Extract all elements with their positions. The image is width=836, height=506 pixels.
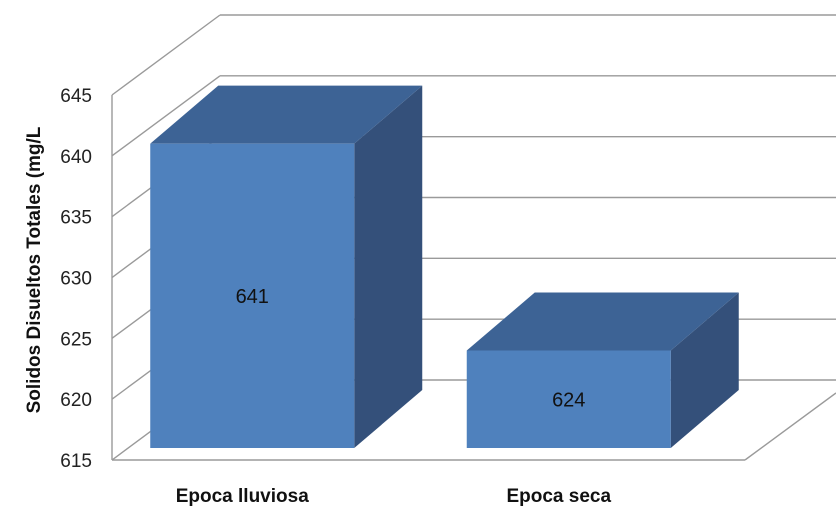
- y-tick-label: 645: [60, 86, 92, 107]
- bar-top-face: [466, 292, 739, 351]
- y-tick-label: 625: [60, 329, 92, 350]
- bar-top-face: [150, 85, 423, 144]
- y-tick-label: 635: [60, 208, 92, 229]
- y-tick-label: 630: [60, 269, 92, 290]
- y-tick-labels: 615 620 625 630 635 640 645: [60, 86, 92, 472]
- y-tick-label: 615: [60, 451, 92, 472]
- y-tick-label: 640: [60, 147, 92, 168]
- x-category-label: Epoca lluviosa: [176, 486, 309, 506]
- floor-right-edge: [744, 392, 836, 461]
- x-category-label: Epoca seca: [506, 486, 611, 506]
- bar-front-face: [466, 350, 671, 448]
- gridline-wall: [111, 75, 221, 157]
- gridline-wall: [111, 14, 221, 96]
- data-label: 641: [236, 286, 269, 308]
- bar-side-face: [670, 292, 739, 448]
- bar-front-face: [150, 143, 355, 448]
- bars: 641 624: [150, 85, 739, 449]
- bar-2: 624: [466, 292, 739, 448]
- y-tick-label: 620: [60, 390, 92, 411]
- data-label: 624: [552, 389, 585, 411]
- y-axis-label: Solidos Disueltos Totales (mg/L: [24, 126, 45, 413]
- x-category-labels: Epoca lluviosa Epoca seca: [176, 486, 612, 506]
- bar-1: 641: [150, 85, 423, 449]
- bar-side-face: [354, 85, 423, 449]
